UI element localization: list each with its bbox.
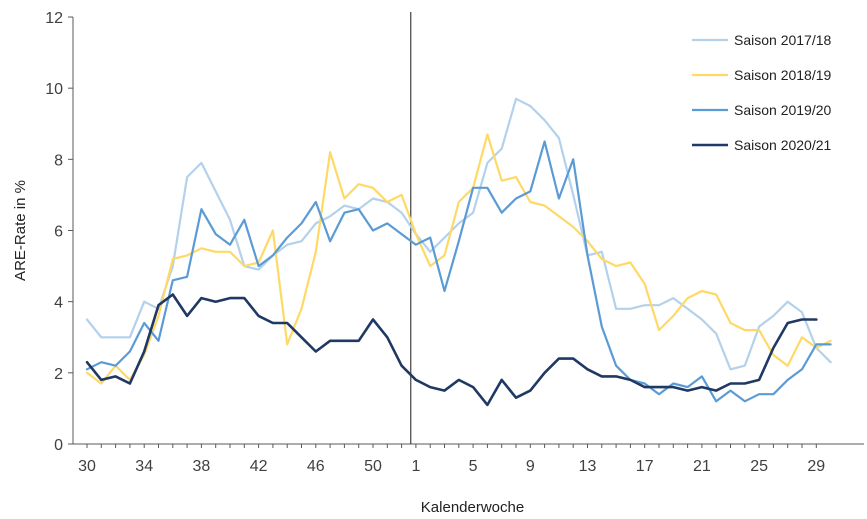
y-tick-label: 0	[54, 437, 63, 454]
x-tick-label: 17	[636, 458, 654, 475]
legend-label-4: Saison 2020/21	[734, 137, 832, 153]
x-axis-title: Kalenderwoche	[421, 499, 524, 516]
x-tick-label: 34	[135, 458, 153, 475]
x-tick-label: 9	[526, 458, 535, 475]
series-line-3	[85, 140, 832, 403]
series-line-1	[85, 97, 832, 371]
y-tick-label: 2	[54, 366, 63, 383]
legend: Saison 2017/18 Saison 2018/19 Saison 2019/…	[692, 32, 832, 153]
x-tick-label: 13	[579, 458, 597, 475]
legend-label-1: Saison 2017/18	[734, 32, 832, 48]
x-tick-label: 21	[693, 458, 711, 475]
y-tick-label: 8	[54, 152, 63, 169]
series-line-4	[85, 293, 818, 407]
series-line-2	[85, 133, 832, 385]
y-tick-label: 4	[54, 295, 63, 312]
x-tick-label: 38	[193, 458, 211, 475]
y-tick-label: 12	[45, 10, 63, 27]
x-tick-label: 30	[78, 458, 96, 475]
y-tick-label: 10	[45, 81, 63, 98]
x-tick-label: 46	[307, 458, 325, 475]
y-tick-label: 6	[54, 224, 63, 241]
x-tick-label: 29	[807, 458, 825, 475]
series-lines	[85, 97, 832, 407]
legend-label-3: Saison 2019/20	[734, 102, 832, 118]
x-tick-label: 5	[469, 458, 478, 475]
x-tick-label: 1	[411, 458, 420, 475]
legend-label-2: Saison 2018/19	[734, 67, 832, 83]
x-tick-label: 50	[364, 458, 382, 475]
x-tick-label: 42	[250, 458, 268, 475]
x-tick-label: 25	[750, 458, 768, 475]
y-axis-title: ARE-Rate in %	[12, 180, 29, 281]
